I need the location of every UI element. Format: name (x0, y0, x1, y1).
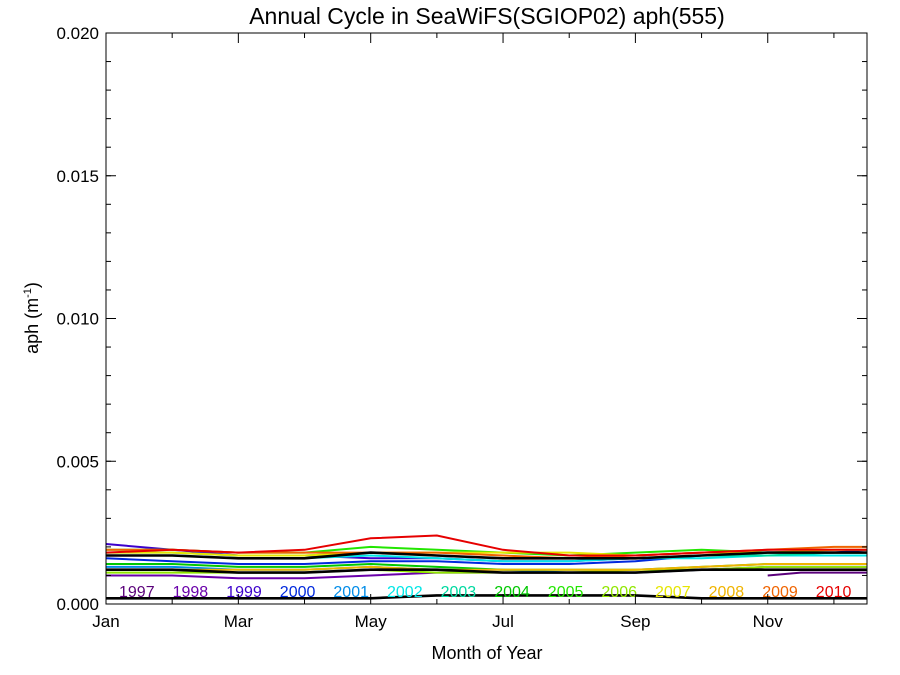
series-line-black-15 (106, 551, 867, 560)
series-label-2004: 2004 (494, 584, 530, 601)
y-axis-label-superscript: -1 (22, 288, 34, 298)
y-tick-label: 0.005 (56, 452, 99, 471)
series-line-2008 (106, 563, 867, 571)
series-label-1998: 1998 (173, 584, 209, 601)
y-axis-label: aph (m-1) (22, 282, 42, 354)
x-tick-label: Jan (92, 612, 119, 631)
series-label-2002: 2002 (387, 584, 423, 601)
chart-title: Annual Cycle in SeaWiFS(SGIOP02) aph(555… (249, 3, 725, 29)
axis-ticks: Jan Mar May Jul Sep Nov 0.000 0.005 0.010 0.015 0.… (56, 24, 867, 631)
series-label-1997: 1997 (119, 584, 155, 601)
series-label-2008: 2008 (709, 584, 745, 601)
series-label-2003: 2003 (441, 584, 477, 601)
series-label-2010: 2010 (816, 584, 852, 601)
y-tick-label: 0.010 (56, 310, 99, 329)
x-tick-label: Jul (492, 612, 514, 631)
year-label-layer: 1997 1998 1999 2000 2001 2002 2003 2004 2005 2006… (119, 584, 851, 601)
x-tick-label: May (355, 612, 388, 631)
x-axis-label: Month of Year (431, 643, 542, 663)
x-tick-label: Sep (620, 612, 650, 631)
series-label-1999: 1999 (226, 584, 262, 601)
series-line-1997 (767, 571, 867, 577)
series-line-2010 (105, 534, 867, 557)
y-tick-label: 0.015 (56, 167, 99, 186)
series-layer (105, 534, 868, 600)
x-tick-label: Mar (224, 612, 254, 631)
series-label-2009: 2009 (762, 584, 798, 601)
y-axis-label-close: ) (22, 282, 42, 288)
y-axis-label-text: aph (m (22, 298, 42, 354)
series-line-black-17 (106, 594, 867, 600)
series-label-2005: 2005 (548, 584, 584, 601)
series-label-2007: 2007 (655, 584, 691, 601)
series-label-2006: 2006 (601, 584, 637, 601)
series-line-black-16 (106, 568, 867, 574)
series-label-2001: 2001 (333, 584, 369, 601)
x-tick-label: Nov (753, 612, 784, 631)
y-tick-label: 0.000 (56, 595, 99, 614)
y-tick-label: 0.020 (56, 24, 99, 43)
plot-frame (105, 32, 868, 605)
series-label-2000: 2000 (280, 584, 316, 601)
